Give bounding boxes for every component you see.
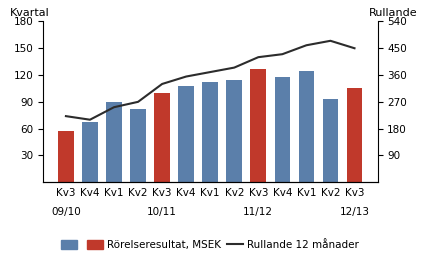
Bar: [251, 69, 266, 182]
Bar: [347, 88, 363, 182]
Bar: [154, 93, 170, 182]
Text: 12/13: 12/13: [339, 207, 369, 217]
Bar: [202, 82, 218, 182]
Text: 09/10: 09/10: [51, 207, 81, 217]
Text: Kvartal: Kvartal: [9, 8, 49, 18]
Bar: [58, 131, 74, 182]
Bar: [275, 77, 290, 182]
Legend: , Rörelseresultat, MSEK, Rullande 12 månader: , Rörelseresultat, MSEK, Rullande 12 mån…: [57, 236, 363, 254]
Bar: [227, 80, 242, 182]
Text: Rullande: Rullande: [369, 8, 418, 18]
Bar: [82, 122, 98, 182]
Bar: [299, 72, 314, 182]
Bar: [323, 99, 338, 182]
Bar: [106, 102, 122, 182]
Text: 11/12: 11/12: [243, 207, 273, 217]
Text: 10/11: 10/11: [147, 207, 177, 217]
Bar: [178, 86, 194, 182]
Bar: [130, 109, 146, 182]
